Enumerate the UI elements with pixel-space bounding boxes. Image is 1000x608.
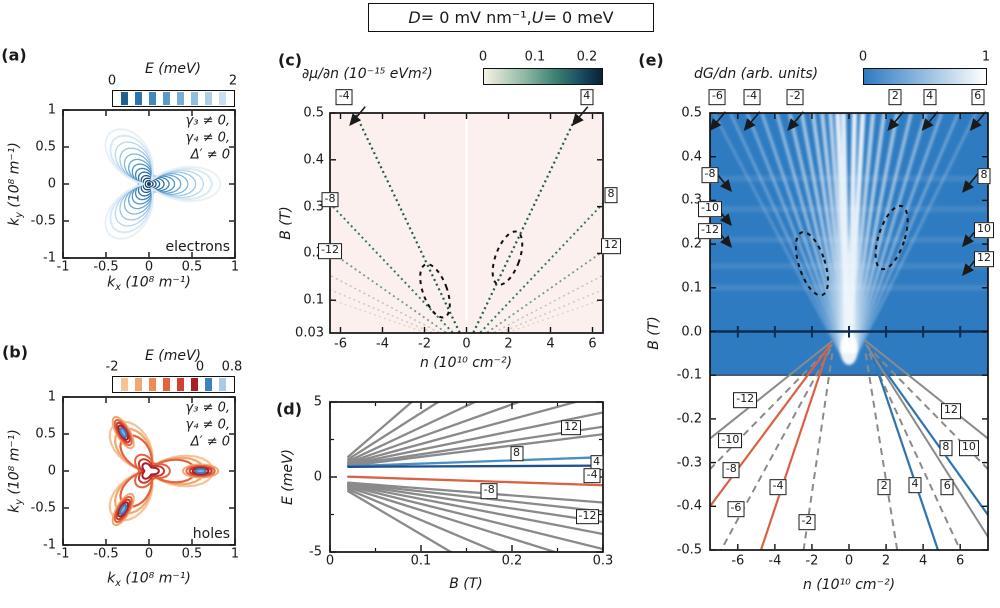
panel-e-annotations bbox=[709, 111, 987, 276]
panel-a-contours bbox=[104, 128, 222, 240]
panel-b-letter: (b) bbox=[1, 342, 29, 362]
panel-b-frame bbox=[62, 396, 236, 546]
panel-c-frame bbox=[329, 112, 604, 334]
panel-d-letter: (d) bbox=[275, 399, 303, 419]
panel-c-letter: (c) bbox=[277, 50, 303, 70]
panel-d-lines bbox=[347, 402, 603, 552]
param-U-value: = 0 meV bbox=[543, 8, 614, 27]
panel-a-frame bbox=[62, 109, 236, 259]
panel-a-letter: (a) bbox=[1, 45, 27, 65]
panel-e bbox=[709, 111, 989, 551]
param-D-value: = 0 mV nm⁻¹, bbox=[420, 8, 532, 27]
panel-c-annotations bbox=[349, 106, 589, 126]
panel-e-zero-field-line bbox=[710, 326, 988, 338]
panel-d-frame bbox=[329, 401, 604, 553]
param-U-symbol: U bbox=[531, 8, 544, 27]
panel-e-map-streaks bbox=[711, 113, 987, 365]
panel-d bbox=[329, 401, 604, 553]
param-D-symbol: D bbox=[408, 8, 421, 27]
parameter-title-box: D = 0 mV nm⁻¹, U = 0 meV bbox=[368, 3, 654, 32]
panel-c bbox=[329, 106, 604, 334]
panel-b-contours bbox=[108, 415, 220, 527]
panel-c-fan bbox=[330, 113, 603, 333]
panel-e-frame bbox=[709, 112, 989, 551]
panel-a bbox=[62, 109, 236, 259]
panel-e-letter: (e) bbox=[638, 50, 664, 70]
panel-b bbox=[62, 396, 236, 546]
